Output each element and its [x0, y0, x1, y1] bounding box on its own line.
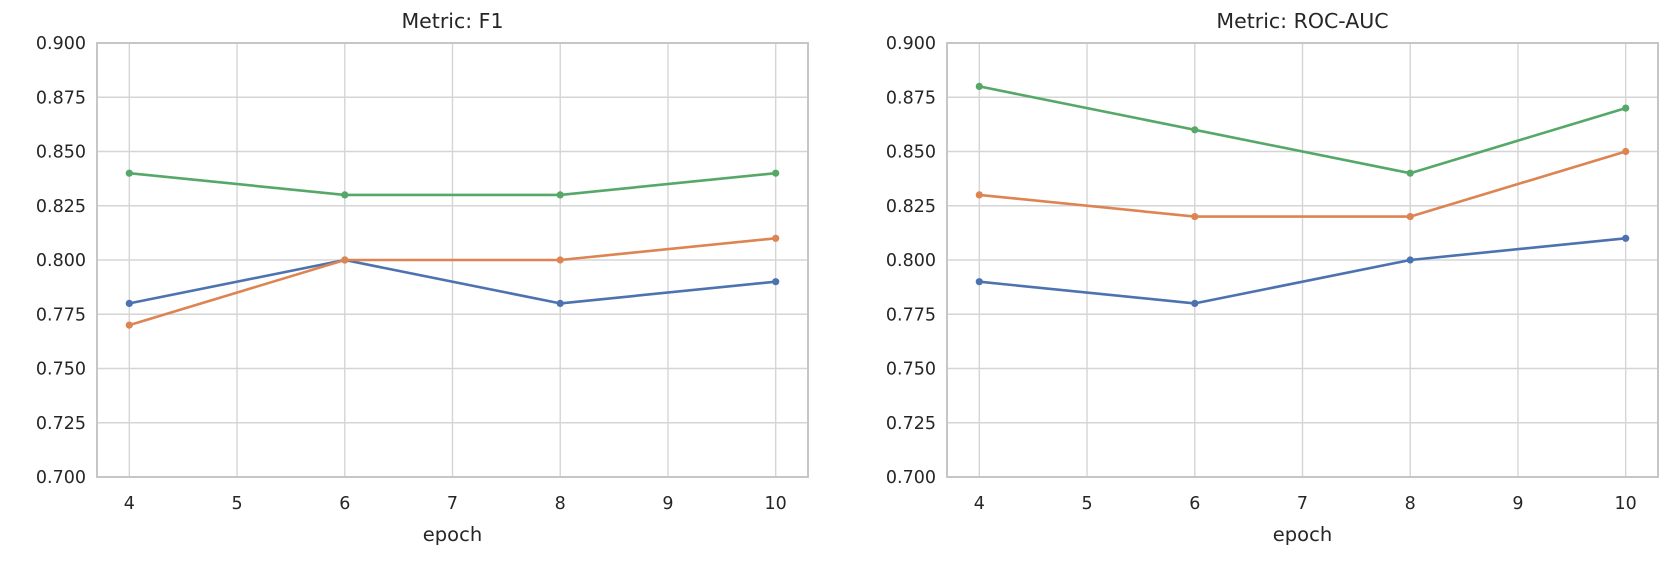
- series-green-marker: [975, 82, 983, 90]
- x-axis-label: epoch: [1272, 523, 1333, 546]
- x-tick-label: 10: [1615, 494, 1637, 514]
- x-tick-label: 7: [447, 494, 458, 514]
- y-tick-label: 0.900: [36, 34, 86, 54]
- series-blue-line: [978, 237, 1628, 305]
- chart-title: Metric: ROC-AUC: [1216, 9, 1389, 33]
- x-tick-label: 10: [765, 494, 787, 514]
- y-tick-label: 0.825: [36, 197, 86, 217]
- series-blue-marker: [556, 299, 564, 307]
- y-tick-label: 0.750: [36, 360, 86, 380]
- series-green-marker: [1406, 169, 1414, 177]
- x-tick-label: 6: [339, 494, 350, 514]
- series-green-marker: [125, 169, 133, 177]
- series-blue-marker: [772, 278, 780, 286]
- y-tick-label: 0.875: [886, 88, 936, 108]
- plot-area-f1: 4 5 6 7 8 9 10 0.700 0.725 0.750 0.775 0.800 0.825 0.…: [36, 34, 809, 514]
- series-blue-marker: [1191, 299, 1199, 307]
- plot-border: [946, 42, 1659, 478]
- series-blue-marker: [1622, 234, 1630, 242]
- series-blue-marker: [975, 278, 983, 286]
- series-blue-line: [128, 258, 778, 305]
- chart-roc-auc: Metric: ROC-AUC 4 5 6 7 8 9 10 0.700 0.725 0.750 0…: [837, 0, 1673, 565]
- series-orange-marker: [1406, 213, 1414, 221]
- y-tick-label: 0.725: [36, 414, 86, 434]
- plot-border: [96, 42, 809, 478]
- chart-title: Metric: F1: [401, 9, 504, 33]
- y-tick-label: 0.700: [886, 468, 936, 488]
- y-tick-label: 0.875: [36, 88, 86, 108]
- series-orange-marker: [1622, 147, 1630, 156]
- y-tick-label: 0.825: [886, 197, 936, 217]
- series-orange-line: [978, 150, 1628, 218]
- plot-area-roc-auc: 4 5 6 7 8 9 10 0.700 0.725 0.750 0.775 0.800 0.825 0.…: [886, 34, 1659, 514]
- series-green-marker: [772, 169, 780, 177]
- y-tick-label: 0.850: [886, 143, 936, 163]
- x-tick-label: 8: [1405, 494, 1416, 514]
- series-orange-marker: [975, 191, 983, 199]
- y-tick-label: 0.800: [886, 251, 936, 271]
- y-tick-label: 0.750: [886, 360, 936, 380]
- y-tick-label: 0.725: [886, 414, 936, 434]
- series-green-marker: [1622, 104, 1630, 112]
- series-green-line: [978, 85, 1628, 175]
- series-green-marker: [556, 191, 564, 199]
- y-tick-label: 0.850: [36, 143, 86, 163]
- series-orange-marker: [772, 234, 780, 242]
- x-tick-label: 5: [231, 494, 242, 514]
- x-tick-label: 7: [1297, 494, 1308, 514]
- series-blue-marker: [125, 299, 133, 307]
- x-axis-label: epoch: [422, 523, 483, 546]
- chart-f1: Metric: F1 4 5 6 7 8 9 10 0.700 0.725 0.750 0.775 0…: [0, 0, 836, 565]
- x-tick-label: 5: [1081, 494, 1092, 514]
- series-orange-marker: [125, 321, 133, 329]
- y-tick-label: 0.700: [36, 468, 86, 488]
- y-tick-label: 0.900: [886, 34, 936, 54]
- y-tick-label: 0.775: [36, 305, 86, 325]
- y-tick-label: 0.800: [36, 251, 86, 271]
- x-tick-label: 8: [555, 494, 566, 514]
- x-tick-label: 9: [1512, 494, 1523, 514]
- series-orange-marker: [1191, 213, 1199, 221]
- x-tick-label: 4: [974, 494, 985, 514]
- series-orange-marker: [341, 256, 349, 264]
- series-orange-marker: [556, 256, 564, 264]
- series-green-line: [128, 171, 778, 197]
- x-tick-label: 9: [662, 494, 673, 514]
- series-orange-line: [128, 237, 778, 327]
- series-green-marker: [1191, 126, 1199, 134]
- series-green-marker: [341, 191, 349, 199]
- series-blue-marker: [1406, 256, 1414, 264]
- y-tick-label: 0.775: [886, 305, 936, 325]
- x-tick-label: 4: [124, 494, 135, 514]
- x-tick-label: 6: [1189, 494, 1200, 514]
